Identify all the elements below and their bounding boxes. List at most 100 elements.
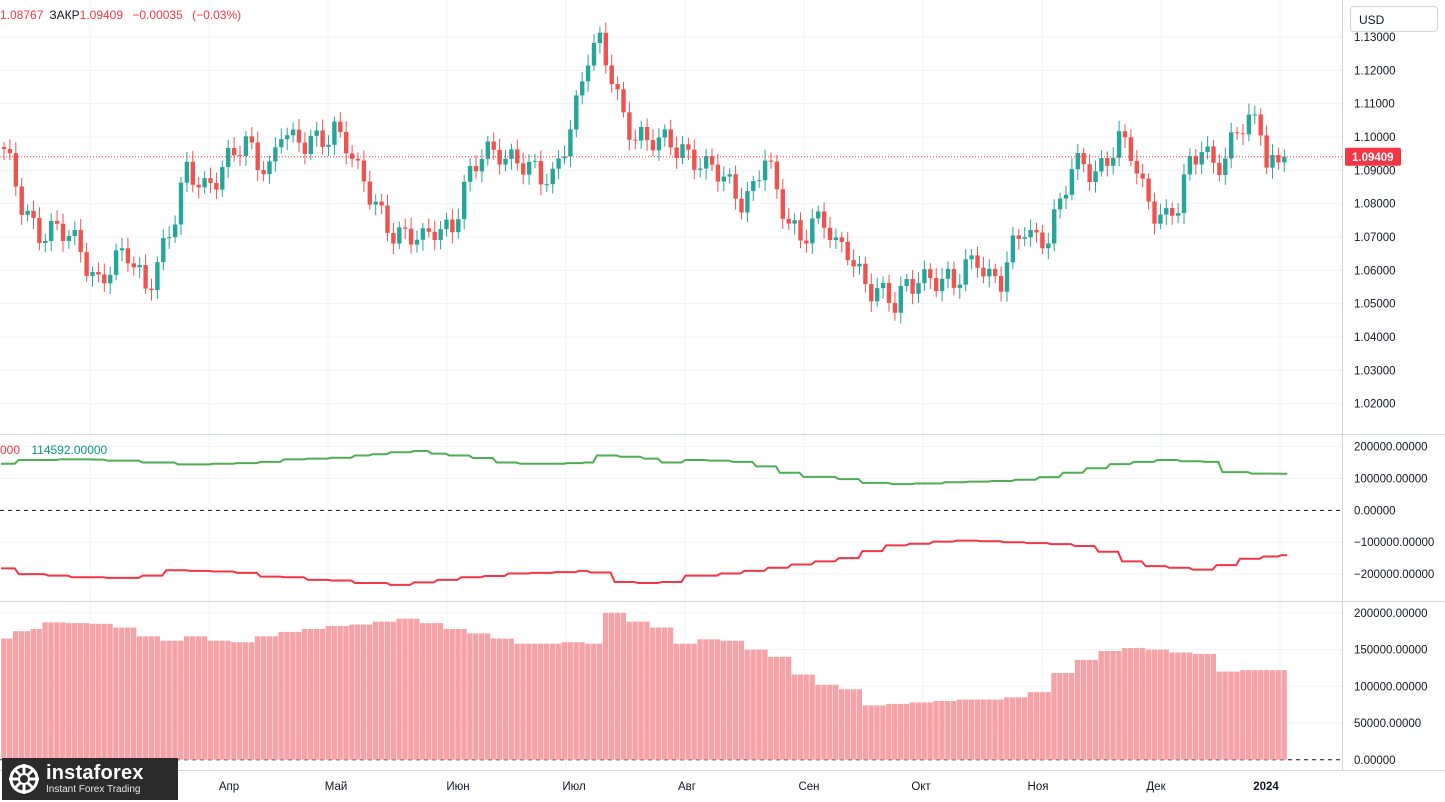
- candle-body: [1081, 153, 1086, 165]
- volume-bar: [597, 643, 603, 760]
- volume-bar: [844, 689, 851, 760]
- volume-bar: [756, 649, 762, 760]
- price-tick-label: 1.09000: [1354, 165, 1396, 177]
- volume-bar: [142, 636, 149, 760]
- candle-body: [1170, 208, 1175, 216]
- candle-body: [84, 252, 89, 276]
- volume-tick-label: 100000.00000: [1354, 681, 1428, 693]
- candle-body: [143, 265, 148, 289]
- candle-body: [1052, 209, 1057, 244]
- candle-body: [108, 274, 113, 284]
- volume-bar: [101, 623, 107, 760]
- volume-bar: [1240, 670, 1246, 760]
- volume-bar: [12, 631, 19, 760]
- candle-body: [1175, 213, 1181, 216]
- volume-tick-label: 0.00000: [1354, 755, 1396, 767]
- volume-bar: [254, 636, 261, 760]
- volume-bar: [797, 674, 803, 760]
- volume-bar: [437, 623, 444, 760]
- candle-body: [7, 148, 13, 154]
- volume-bar: [986, 699, 992, 760]
- volume-bar: [54, 622, 60, 760]
- volume-bar: [526, 643, 532, 760]
- volume-bar: [555, 643, 562, 760]
- volume-bar: [974, 699, 980, 760]
- candle-body: [810, 218, 815, 244]
- candle-body: [945, 269, 951, 279]
- indicator-tick-label: −200000.00000: [1354, 569, 1434, 581]
- candle-body: [591, 42, 597, 66]
- volume-bar: [449, 628, 455, 760]
- candle-body: [208, 178, 213, 183]
- candle-body: [886, 282, 892, 303]
- candle-body: [161, 238, 166, 263]
- currency-button[interactable]: USD: [1350, 6, 1438, 32]
- volume-bar: [1045, 692, 1051, 760]
- volume-bar: [490, 638, 497, 760]
- volume-bar: [290, 631, 296, 760]
- candle-body: [987, 268, 992, 277]
- candle-body: [910, 279, 915, 294]
- volume-bar: [1251, 670, 1258, 760]
- candle-body: [922, 269, 927, 284]
- volume-bar: [302, 628, 308, 760]
- volume-bar: [868, 705, 874, 760]
- candle-body: [119, 248, 125, 251]
- volume-bar: [71, 623, 78, 760]
- volume-bar: [172, 640, 178, 760]
- candle-body: [568, 129, 573, 157]
- volume-bar: [803, 674, 809, 760]
- volume-bar: [467, 633, 473, 760]
- volume-bar: [160, 640, 166, 760]
- volume-bar: [1181, 652, 1187, 760]
- volume-bar: [585, 643, 591, 760]
- volume-bar: [1069, 673, 1075, 760]
- time-tick-label: 2024: [1253, 781, 1279, 793]
- volume-bar: [620, 612, 626, 760]
- candle-body: [1087, 164, 1092, 182]
- volume-bar: [549, 643, 556, 760]
- candle-body: [385, 205, 390, 233]
- candle-body: [1158, 214, 1163, 224]
- candle-body: [438, 229, 443, 241]
- volume-bar: [1027, 692, 1034, 760]
- time-tick-label: Апр: [219, 781, 239, 793]
- candle-body: [1075, 153, 1080, 170]
- candle-body: [249, 136, 254, 143]
- candle-body: [603, 32, 608, 66]
- volume-bar: [850, 689, 857, 760]
- candle-body: [686, 144, 691, 150]
- volume-bar: [361, 624, 367, 760]
- volume-bar: [1139, 648, 1146, 760]
- volume-bar: [408, 618, 414, 760]
- candle-body: [467, 166, 473, 182]
- candle-body: [1116, 131, 1122, 158]
- volume-bar: [402, 618, 408, 760]
- volume-bar: [661, 627, 668, 760]
- candle-body: [975, 255, 980, 268]
- volume-bar: [1187, 652, 1193, 760]
- candle-body: [420, 228, 426, 240]
- time-tick-label: Май: [325, 781, 348, 793]
- volume-bar: [673, 643, 680, 760]
- volume-bar: [968, 699, 975, 760]
- candle-body: [31, 210, 36, 218]
- candle-body: [473, 166, 479, 172]
- volume-bar: [113, 627, 119, 760]
- volume-bar: [785, 656, 792, 760]
- candle-body: [627, 112, 632, 140]
- volume-bar: [833, 684, 839, 760]
- candle-body: [509, 149, 514, 159]
- candle-body: [916, 283, 921, 294]
- volume-bar: [278, 631, 284, 760]
- candle-body: [981, 267, 986, 277]
- volume-bar: [921, 702, 927, 760]
- volume-bar: [1257, 670, 1264, 760]
- candle-body: [833, 237, 839, 241]
- candle-body: [196, 184, 201, 188]
- candle-body: [1270, 155, 1275, 168]
- volume-bar: [1169, 652, 1175, 760]
- volume-bar: [18, 631, 25, 760]
